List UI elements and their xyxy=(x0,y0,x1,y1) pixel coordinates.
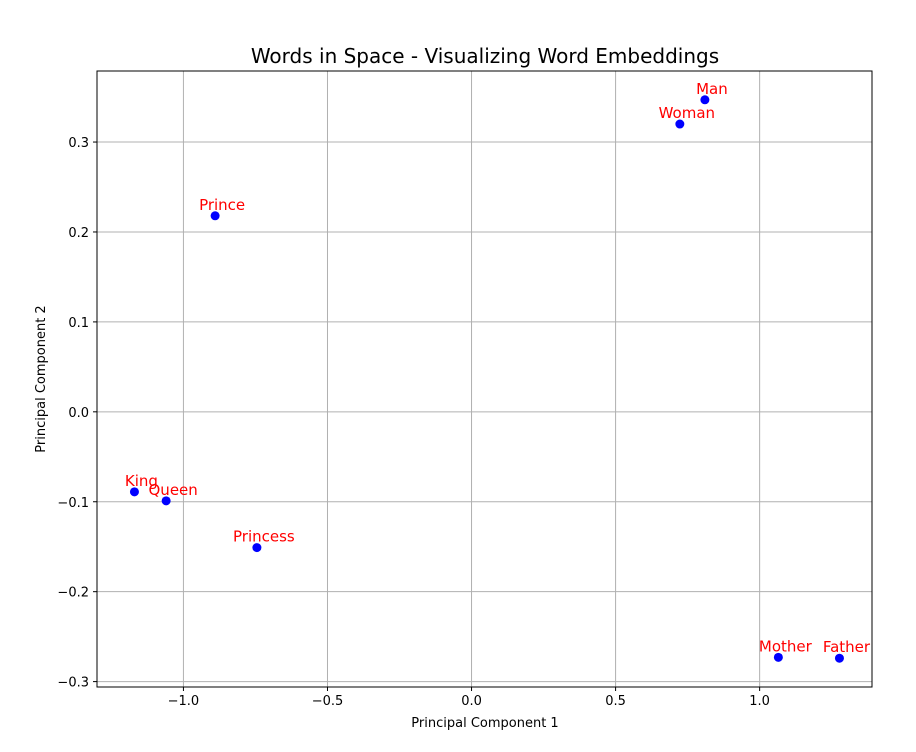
point-label-prince: Prince xyxy=(199,196,245,214)
point-label-man: Man xyxy=(696,80,728,98)
x-tick-label: 0.5 xyxy=(605,694,626,709)
chart-title: Words in Space - Visualizing Word Embedd… xyxy=(251,44,719,68)
y-tick-label: −0.2 xyxy=(57,586,89,601)
data-point-prince xyxy=(210,211,220,221)
y-axis-label: Principal Component 2 xyxy=(34,305,49,452)
x-tick-label: 1.0 xyxy=(749,694,770,709)
data-point-mother xyxy=(773,652,783,662)
x-tick-label: −1.0 xyxy=(168,694,200,709)
y-tick-label: −0.1 xyxy=(57,496,89,511)
x-tick-label: 0.0 xyxy=(461,694,482,709)
point-label-woman: Woman xyxy=(659,104,715,122)
data-point-princess xyxy=(252,543,262,553)
y-axis-ticks: −0.3 −0.2 −0.1 0.0 0.1 0.2 0.3 xyxy=(57,136,97,691)
data-point-man xyxy=(700,95,710,105)
plot-area-frame xyxy=(96,70,873,688)
data-point-queen xyxy=(161,496,171,506)
point-label-mother: Mother xyxy=(759,637,813,655)
x-axis-ticks: −1.0 −0.5 0.0 0.5 1.0 xyxy=(168,687,770,709)
point-label-king: King xyxy=(125,472,158,490)
y-tick-label: 0.2 xyxy=(68,226,89,241)
x-tick-label: −0.5 xyxy=(312,694,344,709)
data-point-father xyxy=(834,653,844,663)
point-label-father: Father xyxy=(823,638,871,656)
y-tick-label: 0.3 xyxy=(68,136,89,151)
data-point-woman xyxy=(675,119,685,129)
data-points xyxy=(129,95,844,663)
point-label-princess: Princess xyxy=(233,528,295,546)
point-label-queen: Queen xyxy=(149,481,198,499)
data-point-king xyxy=(129,487,139,497)
y-tick-label: 0.0 xyxy=(68,406,89,421)
grid-lines xyxy=(97,71,872,687)
y-tick-label: −0.3 xyxy=(57,676,89,691)
x-axis-label: Principal Component 1 xyxy=(411,716,558,731)
y-tick-label: 0.1 xyxy=(68,316,89,331)
